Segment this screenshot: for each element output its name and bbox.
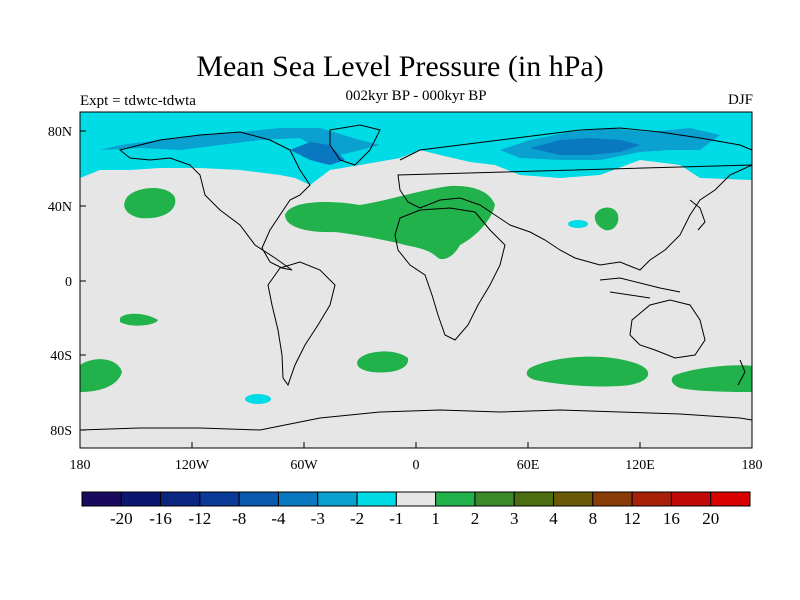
experiment-label: Expt = tdwtc-tdwta (80, 93, 196, 109)
lon-tick-label: 180 (742, 458, 763, 473)
colorbar-swatch (199, 491, 240, 507)
lon-tick-label: 0 (413, 458, 420, 473)
colorbar-label: 3 (510, 509, 519, 528)
negative-anomaly-siberia-core (530, 138, 640, 155)
chart-title: Mean Sea Level Pressure (in hPa) (196, 50, 604, 83)
colorbar-swatch (513, 491, 555, 507)
positive-anomaly-south-atlantic (357, 351, 409, 373)
lon-tick-label: 60W (290, 458, 318, 473)
positive-anomaly-south-pacific-small (120, 313, 158, 326)
colorbar-swatch (435, 491, 476, 507)
colorbar-label: -8 (232, 509, 246, 528)
negative-anomaly-asia-small (568, 220, 588, 228)
negative-anomaly-arctic-inner (100, 128, 380, 155)
lon-tick-label: 60E (517, 458, 540, 473)
colorbar-swatch (592, 491, 633, 507)
colorbar-swatch (120, 491, 162, 507)
positive-anomaly-central-asia (594, 207, 619, 231)
colorbar: -20 -16 -12 -8 -4 -3 -2 -1 1 2 3 4 8 12 16 20 (81, 491, 751, 528)
lat-tick-label: 80S (50, 424, 72, 439)
lon-tick-label: 120W (175, 458, 210, 473)
colorbar-label: 12 (624, 509, 641, 528)
lat-tick-label: 40N (48, 200, 72, 215)
colorbar-swatch (81, 491, 122, 507)
positive-anomaly-atlantic-africa (285, 185, 495, 260)
colorbar-swatch (553, 491, 594, 507)
colorbar-label: -2 (350, 509, 364, 528)
colorbar-label: 16 (663, 509, 680, 528)
colorbar-swatch (160, 491, 201, 507)
negative-anomaly-southern-small (245, 394, 271, 404)
colorbar-swatch (710, 491, 751, 507)
coastline-japan (689, 199, 706, 231)
positive-anomaly-east-pacific-south (671, 365, 752, 392)
colorbar-swatch (395, 491, 437, 507)
positive-anomaly-north-pacific (124, 187, 176, 219)
coastlines (79, 124, 753, 431)
colorbar-swatch (317, 491, 358, 507)
lon-tick-labels: 180 120W 60W 0 60E 120E 180 (70, 458, 763, 473)
lat-tick-label: 40S (50, 349, 72, 364)
colorbar-label: -20 (110, 509, 133, 528)
colorbar-label: 2 (471, 509, 480, 528)
colorbar-swatch (238, 491, 279, 507)
season-label: DJF (727, 92, 753, 108)
colorbar-swatch (356, 491, 397, 507)
colorbar-swatch (631, 491, 672, 507)
colorbar-label: -4 (271, 509, 286, 528)
colorbar-swatch (277, 491, 319, 507)
colorbar-label: 8 (589, 509, 598, 528)
coastline-north-america (118, 131, 311, 271)
lon-tick-label: 120E (625, 458, 655, 473)
colorbar-label: 20 (702, 509, 719, 528)
lat-tick-label: 0 (65, 275, 72, 290)
colorbar-label: 1 (431, 509, 440, 528)
colorbar-label: -3 (311, 509, 325, 528)
lat-tick-label: 80N (48, 125, 72, 140)
colorbar-label: -1 (389, 509, 403, 528)
lat-tick-labels: 80N 40N 0 40S 80S (48, 125, 72, 439)
positive-anomaly-indian-ocean (526, 356, 649, 387)
axis-ticks (79, 130, 753, 448)
colorbar-label: -12 (189, 509, 212, 528)
period-label: 002kyr BP - 000kyr BP (345, 88, 487, 104)
colorbar-label: -16 (149, 509, 172, 528)
positive-anomaly-west-pacific-south (80, 359, 122, 392)
coastline-indonesia (599, 277, 681, 299)
colorbar-swatch (474, 491, 515, 507)
coastline-europe-asia (397, 127, 753, 271)
coastline-greenland (329, 124, 381, 166)
lon-tick-label: 180 (70, 458, 91, 473)
coastline-australia (629, 299, 706, 359)
coastline-south-america (267, 261, 336, 387)
coastline-antarctica (79, 409, 753, 431)
coastline-africa (394, 207, 506, 341)
colorbar-swatch (670, 491, 712, 507)
colorbar-label: 4 (549, 509, 558, 528)
coastline-new-zealand (737, 359, 746, 386)
